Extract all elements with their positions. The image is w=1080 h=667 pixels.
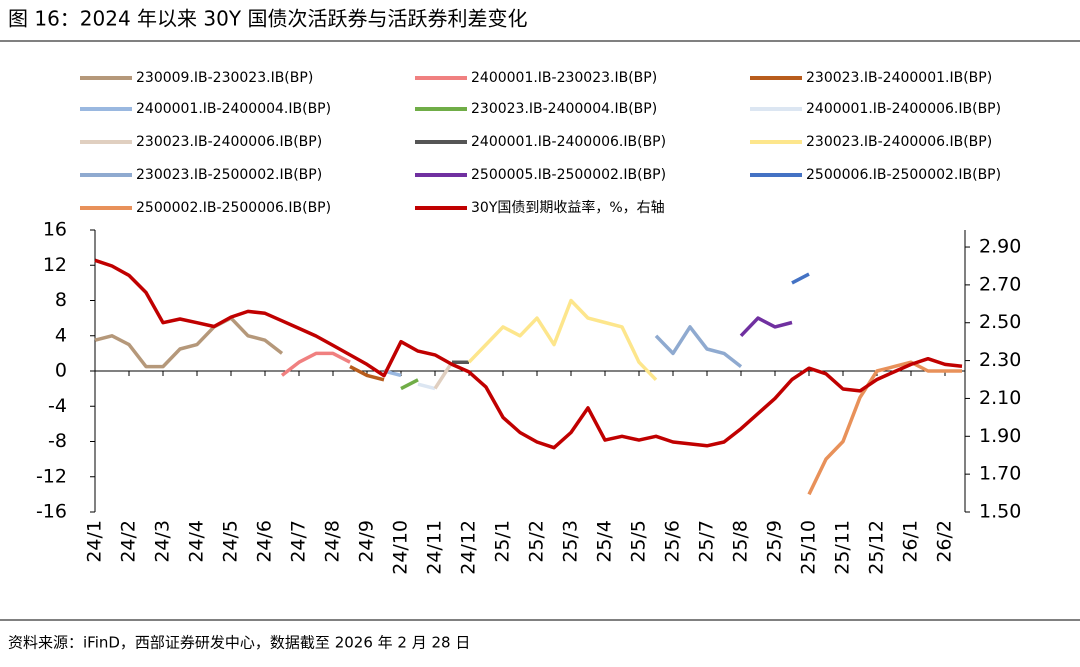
x-tick-label: 25/5 (628, 520, 650, 563)
chart-title: 图 16：2024 年以来 30Y 国债次活跃券与活跃券利差变化 (8, 7, 527, 31)
x-tick-label: 24/11 (424, 520, 446, 575)
series-line (433, 361, 454, 390)
x-tick-label: 24/6 (254, 520, 276, 563)
legend-label: 230023.IB-2400006.IB(BP) (136, 134, 322, 150)
legend-label: 2400001.IB-2400006.IB(BP) (471, 134, 666, 150)
x-tick-label: 25/6 (662, 520, 684, 563)
x-tick-label: 25/7 (696, 520, 718, 563)
x-tick-label: 24/10 (390, 520, 412, 575)
series-line (94, 258, 963, 450)
x-tick-label: 24/12 (458, 520, 480, 575)
legend-label: 2500002.IB-2500006.IB(BP) (136, 200, 331, 216)
legend-label: 2500005.IB-2500002.IB(BP) (471, 167, 666, 183)
series-line (280, 351, 351, 377)
x-tick-label: 25/8 (730, 520, 752, 563)
x-tick-label: 24/2 (118, 520, 140, 563)
x-tick-label: 25/12 (866, 520, 888, 575)
x-tick-label: 24/9 (356, 520, 378, 563)
y-tick-label: 4 (55, 324, 67, 346)
y-tick-label: 16 (43, 219, 67, 241)
y-tick-label: -8 (48, 430, 67, 452)
x-tick-label: 24/8 (322, 520, 344, 563)
series-line (349, 365, 385, 382)
legend-label: 30Y国债到期收益率，%，右轴 (471, 199, 665, 216)
y2-tick-label: 2.90 (979, 236, 1021, 258)
x-tick-label: 25/1 (492, 520, 514, 563)
x-tick-label: 24/5 (220, 520, 242, 563)
series-line (467, 298, 658, 382)
x-tick-label: 26/2 (934, 520, 956, 563)
y2-tick-label: 2.50 (979, 311, 1021, 333)
series-line (791, 272, 810, 285)
series-line (417, 382, 436, 391)
legend-label: 230009.IB-230023.IB(BP) (136, 70, 313, 86)
y2-tick-label: 2.70 (979, 273, 1021, 295)
legend-label: 230023.IB-2400001.IB(BP) (806, 70, 992, 86)
y-tick-label: 12 (43, 254, 67, 276)
y-tick-label: -12 (36, 465, 67, 487)
legend-label: 230023.IB-2400006.IB(BP) (806, 134, 992, 150)
x-tick-label: 24/3 (152, 520, 174, 563)
series-line (739, 316, 793, 338)
x-tick-label: 25/2 (526, 520, 548, 563)
series-line (807, 360, 962, 496)
y2-tick-label: 1.50 (979, 501, 1021, 523)
y-tick-label: -4 (48, 395, 67, 417)
x-tick-label: 24/1 (84, 520, 106, 563)
legend-label: 230023.IB-2500002.IB(BP) (136, 167, 322, 183)
legend-label: 2400001.IB-230023.IB(BP) (471, 70, 657, 86)
x-tick-label: 25/11 (832, 520, 854, 575)
legend-label: 2500006.IB-2500002.IB(BP) (806, 167, 1001, 183)
source-note: 资料来源：iFinD，西部证券研发中心，数据截至 2026 年 2 月 28 日 (8, 634, 470, 652)
y2-tick-label: 1.70 (979, 463, 1021, 485)
legend-label: 230023.IB-2400004.IB(BP) (471, 101, 657, 117)
y2-tick-label: 2.10 (979, 387, 1021, 409)
legend-label: 2400001.IB-2400006.IB(BP) (806, 101, 1001, 117)
y2-tick-label: 2.30 (979, 349, 1021, 371)
y-tick-label: 0 (55, 360, 67, 382)
series-line (94, 316, 284, 369)
legend-label: 2400001.IB-2400004.IB(BP) (136, 101, 331, 117)
y2-tick-label: 1.90 (979, 425, 1021, 447)
series-line (654, 325, 743, 368)
x-tick-label: 24/7 (288, 520, 310, 563)
x-tick-label: 25/3 (560, 520, 582, 563)
x-tick-label: 24/4 (186, 520, 208, 563)
x-tick-label: 26/1 (900, 520, 922, 563)
x-tick-label: 25/4 (594, 520, 616, 563)
series-line (400, 378, 419, 391)
y-tick-label: -16 (36, 501, 67, 523)
x-tick-label: 25/10 (798, 520, 820, 575)
y-tick-label: 8 (55, 289, 67, 311)
x-tick-label: 25/9 (764, 520, 786, 563)
